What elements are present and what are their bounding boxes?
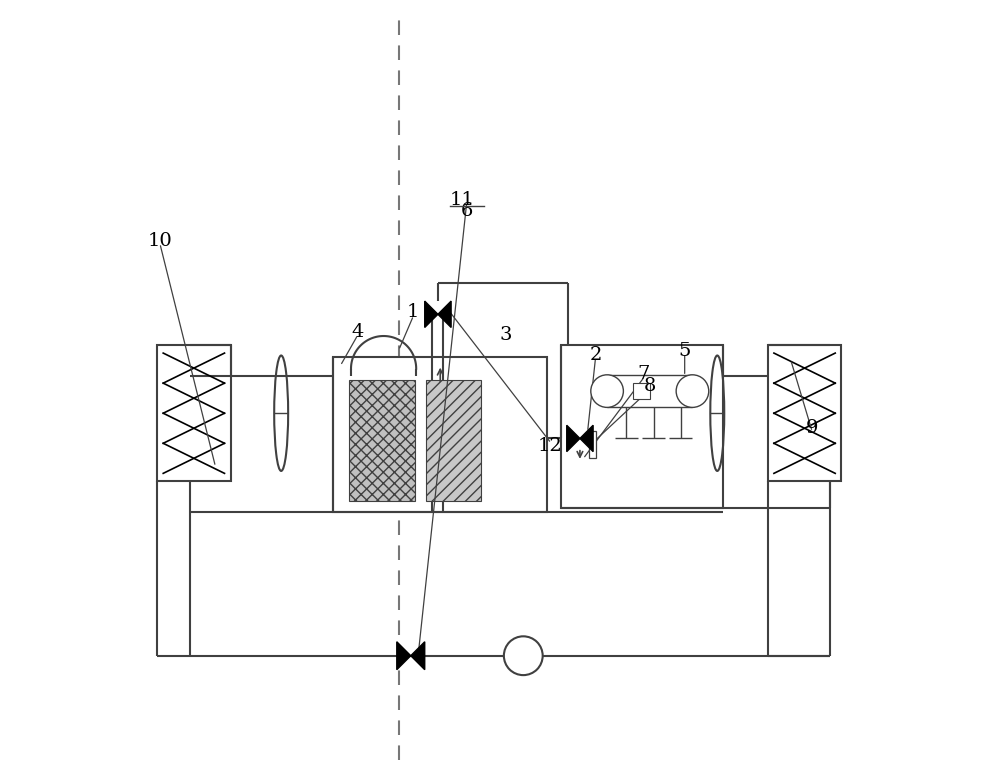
Polygon shape	[411, 642, 425, 670]
Polygon shape	[397, 642, 411, 670]
Polygon shape	[438, 301, 451, 327]
Text: 7: 7	[637, 365, 650, 383]
Bar	[607, 375, 692, 407]
Text: 1: 1	[407, 303, 419, 321]
Circle shape	[591, 375, 623, 407]
Text: 12: 12	[538, 437, 563, 456]
Bar	[349, 380, 415, 501]
Text: 2: 2	[589, 345, 602, 364]
Polygon shape	[580, 425, 593, 452]
Bar	[589, 431, 596, 458]
Bar	[333, 357, 547, 512]
Polygon shape	[567, 425, 580, 452]
Bar	[561, 345, 723, 508]
Text: 6: 6	[460, 202, 473, 220]
Polygon shape	[425, 301, 438, 327]
Bar	[426, 380, 481, 501]
Text: 11: 11	[450, 191, 474, 210]
Text: 5: 5	[679, 341, 691, 360]
Text: 9: 9	[806, 419, 818, 438]
Circle shape	[676, 375, 709, 407]
Text: 10: 10	[148, 231, 172, 250]
Bar	[157, 345, 231, 481]
Text: 8: 8	[644, 376, 656, 395]
Text: 4: 4	[351, 323, 363, 341]
Bar	[633, 383, 650, 399]
Bar	[768, 345, 841, 481]
Text: 3: 3	[499, 326, 512, 345]
Circle shape	[504, 636, 543, 675]
